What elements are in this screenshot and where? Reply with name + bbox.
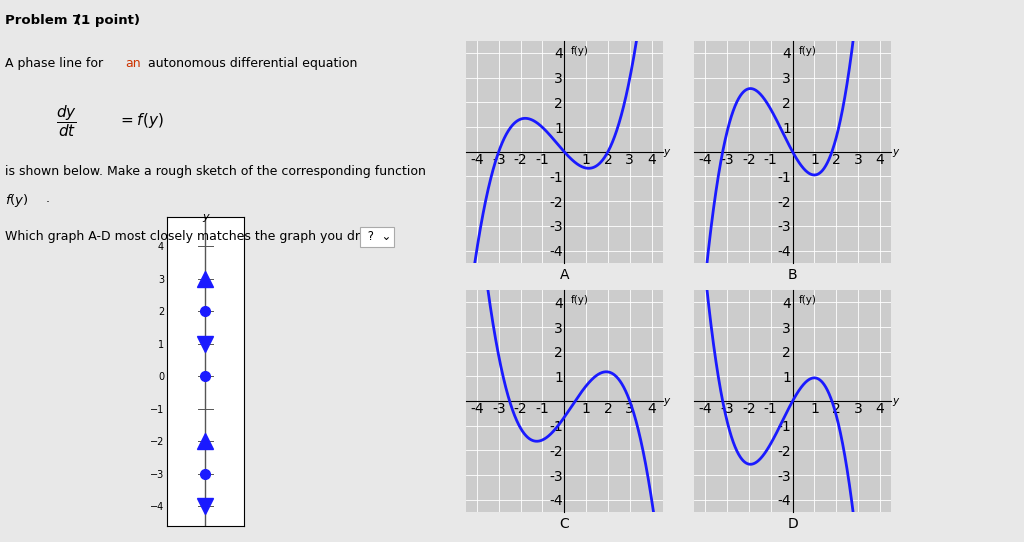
Text: B: B [787, 268, 798, 282]
Text: f(y): f(y) [570, 46, 589, 56]
Text: f(y): f(y) [799, 46, 817, 56]
Text: (1 point): (1 point) [75, 14, 139, 27]
Text: y: y [664, 396, 670, 406]
Text: .: . [46, 192, 50, 205]
Text: autonomous differential equation: autonomous differential equation [144, 57, 357, 70]
Text: $f(y)$: $f(y)$ [5, 192, 29, 209]
Text: $\dfrac{dy}{dt}$: $\dfrac{dy}{dt}$ [56, 103, 77, 139]
Text: C: C [559, 518, 569, 531]
Text: y: y [892, 396, 898, 406]
Text: A: A [559, 268, 569, 282]
Text: A phase line for: A phase line for [5, 57, 108, 70]
Text: D: D [787, 518, 798, 531]
Text: Problem 7.: Problem 7. [5, 14, 91, 27]
Text: $= f(y)$: $= f(y)$ [118, 111, 164, 130]
Text: ?  ⌄: ? ⌄ [364, 230, 391, 243]
Text: Which graph A-D most closely matches the graph you drew?: Which graph A-D most closely matches the… [5, 230, 384, 243]
Text: y: y [892, 147, 898, 157]
Text: f(y): f(y) [799, 295, 817, 305]
Text: f(y): f(y) [570, 295, 589, 305]
Text: y: y [664, 147, 670, 157]
Text: an: an [125, 57, 140, 70]
Text: is shown below. Make a rough sketch of the corresponding function: is shown below. Make a rough sketch of t… [5, 165, 430, 178]
Text: y: y [202, 212, 209, 222]
